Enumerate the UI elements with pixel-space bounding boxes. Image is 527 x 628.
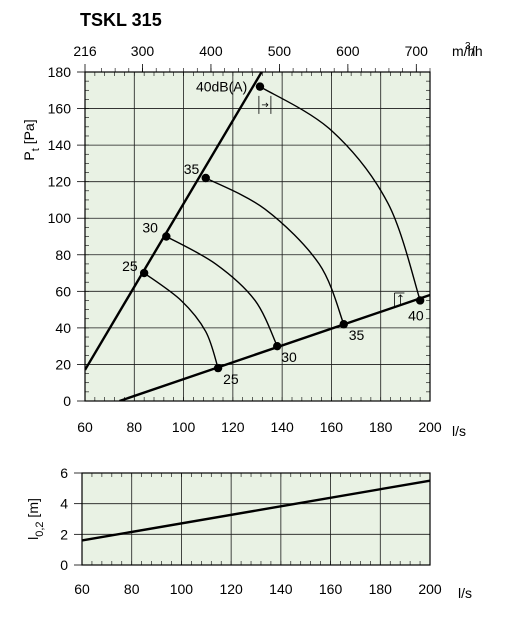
data-point <box>339 320 348 329</box>
marker-arrow <box>398 294 403 305</box>
y-tick-label: 60 <box>55 283 71 299</box>
y-tick-label: 80 <box>55 247 71 263</box>
series-arc-3 <box>165 235 278 347</box>
x-tick-label: 140 <box>270 419 294 435</box>
x-tick-label: 140 <box>269 581 293 597</box>
series-arc-2 <box>143 272 219 369</box>
y-tick-label: 20 <box>55 356 71 372</box>
y-axis-label-subscript: 0,2 <box>34 521 46 536</box>
top-axis-unit-suffix: /h <box>471 43 483 59</box>
data-point <box>415 296 425 305</box>
series-arc-4 <box>205 177 345 325</box>
x-tick-label: 60 <box>77 419 93 435</box>
y-axis-label-subscript: t <box>30 148 42 151</box>
top-tick-label: 300 <box>131 43 155 59</box>
top-axis-unit-superscript: 3 <box>465 41 471 52</box>
main-chart: 216 300 400 500 600 700 m/h3/h60 80 100 120 140 160… <box>21 41 483 439</box>
throw-chart: 60 80 100 120 140 160 180 200 0 2 4 6 l/s l0,2 [m] <box>25 465 472 601</box>
y-tick-label: 40 <box>55 320 71 336</box>
series-arc-5 <box>259 86 421 301</box>
data-point-label: 40dB(A) <box>196 79 247 95</box>
y-tick-label: 160 <box>48 101 72 117</box>
data-point-label: 35 <box>349 327 365 343</box>
x-tick-label: 200 <box>418 419 442 435</box>
x-tick-label: 180 <box>369 581 393 597</box>
x-tick-label: 160 <box>319 581 343 597</box>
top-tick-label: 400 <box>199 43 223 59</box>
x-tick-label: 120 <box>221 419 245 435</box>
y-tick-label: 4 <box>60 496 68 512</box>
x-tick-label: 80 <box>126 419 142 435</box>
y-tick-label: 0 <box>63 393 71 409</box>
marker-arrow <box>261 102 269 108</box>
y-axis-label: l0,2 [m] <box>25 498 46 540</box>
data-point-label: 25 <box>223 371 239 387</box>
x-tick-label: 180 <box>369 419 393 435</box>
top-tick-label: 500 <box>268 43 292 59</box>
throw-line-0 <box>81 479 431 542</box>
x-tick-label: 200 <box>418 581 442 597</box>
series-line-0 <box>85 72 264 371</box>
top-tick-label: 216 <box>73 43 97 59</box>
x-axis-label: l/s <box>458 585 472 601</box>
top-tick-label: 700 <box>405 43 429 59</box>
x-tick-label: 80 <box>124 581 140 597</box>
y-tick-label: 100 <box>48 210 72 226</box>
y-tick-label: 0 <box>60 557 68 573</box>
data-point-label: 30 <box>142 220 158 236</box>
y-tick-label: 6 <box>60 465 68 481</box>
y-axis-label: Pt [Pa] <box>21 119 42 160</box>
x-tick-label: 120 <box>219 581 243 597</box>
data-point-label: 30 <box>281 349 297 365</box>
x-tick-label: 100 <box>170 581 194 597</box>
y-tick-label: 180 <box>48 64 72 80</box>
top-axis-unit: m/h <box>452 43 475 59</box>
data-point-label: 40 <box>408 307 424 323</box>
plot-border <box>81 472 431 566</box>
data-point <box>255 82 265 91</box>
data-point-label: 35 <box>184 161 200 177</box>
plot-area <box>82 473 430 565</box>
data-point <box>273 341 282 351</box>
data-point <box>162 232 171 241</box>
x-tick-label: 160 <box>320 419 344 435</box>
data-point <box>201 173 210 183</box>
data-point <box>139 268 149 278</box>
y-tick-label: 140 <box>48 137 72 153</box>
x-tick-label: 100 <box>172 419 196 435</box>
y-axis-label-unit: [Pa] <box>21 119 37 148</box>
y-axis-label-unit: [m] <box>25 498 41 521</box>
top-tick-label: 600 <box>336 43 360 59</box>
plot-border <box>84 71 431 402</box>
y-tick-label: 2 <box>60 526 68 542</box>
data-point <box>213 363 223 373</box>
plot-area <box>85 72 430 401</box>
x-axis-label: l/s <box>452 423 466 439</box>
x-tick-label: 60 <box>74 581 90 597</box>
data-point-label: 25 <box>122 258 138 274</box>
chart-title: TSKL 315 <box>80 10 162 30</box>
y-tick-label: 120 <box>48 174 72 190</box>
